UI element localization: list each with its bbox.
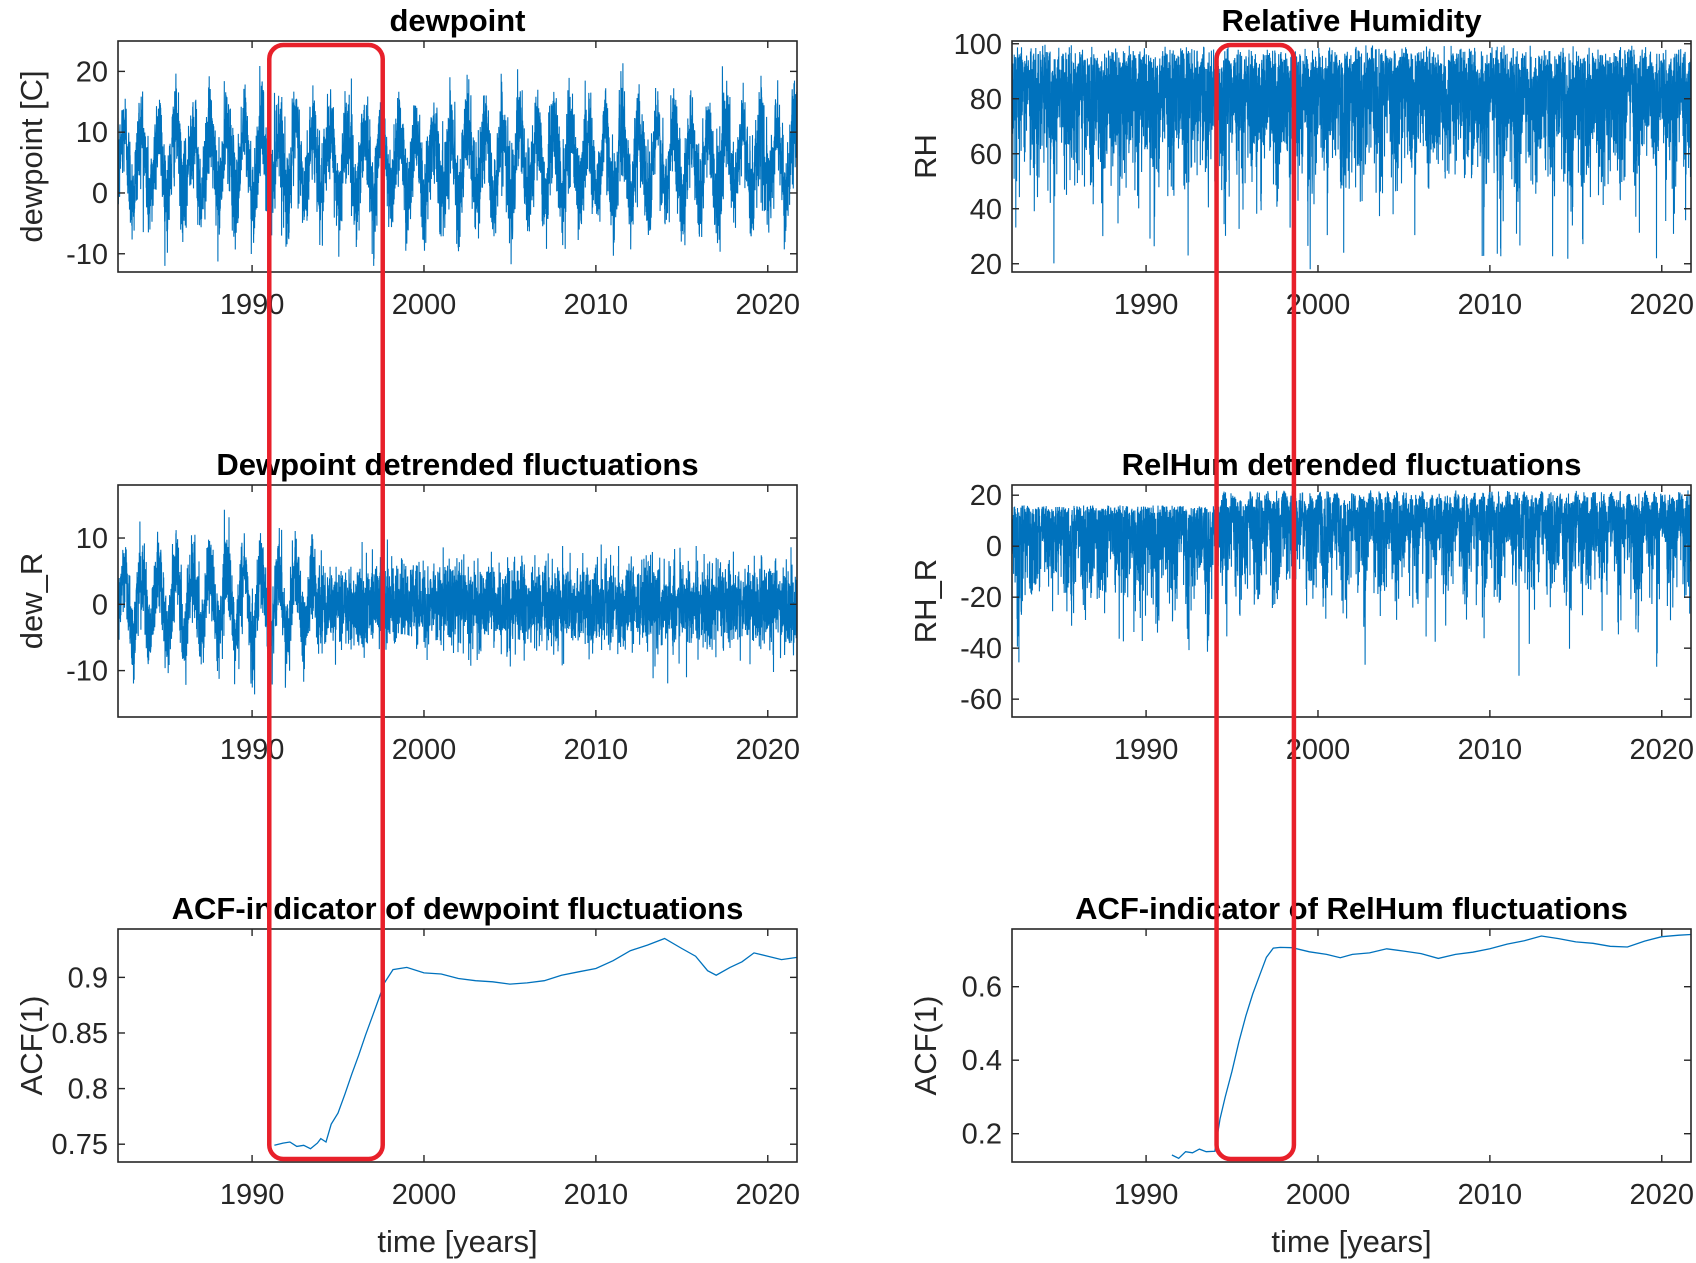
x-tick-label: 2000 [392,734,457,766]
x-tick-label: 1990 [220,1179,285,1211]
x-tick-label: 2010 [1458,734,1523,766]
x-tick-label: 2010 [1458,289,1523,321]
panel-title: Dewpoint detrended fluctuations [216,447,698,482]
panel-title: dewpoint [389,3,525,38]
y-axis-label: dew_R [14,553,49,650]
y-axis-label: ACF(1) [908,996,943,1096]
series-line-relative-humidity [1012,44,1691,270]
y-tick-label: 0 [986,531,1002,563]
x-tick-label: 1990 [220,734,285,766]
y-tick-label: 100 [954,29,1002,61]
y-axis-label: ACF(1) [14,996,49,1096]
y-axis-label: RH [908,134,943,179]
x-tick-label: 1990 [1114,1179,1179,1211]
x-axis-label: time [years] [1271,1224,1431,1259]
y-tick-label: 0.75 [52,1129,108,1161]
y-tick-label: 20 [970,480,1002,512]
relhum-transition-window [1214,42,1297,1162]
y-tick-label: 80 [970,84,1002,116]
panel-title: ACF-indicator of dewpoint fluctuations [172,891,744,926]
y-tick-label: -40 [960,633,1002,665]
axes-box [1011,484,1692,718]
x-tick-label: 2020 [1630,289,1695,321]
axes-box [1011,40,1692,273]
x-tick-label: 2000 [392,289,457,321]
y-tick-label: 20 [970,249,1002,281]
x-tick-label: 2000 [392,1179,457,1211]
x-tick-label: 1990 [1114,734,1179,766]
series-line-acf-relhum [1171,933,1691,1160]
y-tick-label: 0.2 [962,1119,1002,1151]
y-tick-label: 0.4 [962,1045,1002,1077]
series-line-dewpoint-detrended [118,509,797,695]
x-tick-label: 2000 [1286,289,1351,321]
x-tick-label: 2010 [564,734,629,766]
y-tick-label: 0.8 [68,1074,108,1106]
axes-box [117,928,798,1163]
panel-acf-relhum: 1990 2000 2010 2020 0.2 0.4 0.6 ACF-indicator o… [908,891,1694,1259]
panel-relhum-detrended: 1990 2000 2010 2020 -60 -40 -20 0 20 RelHum detre… [908,447,1694,766]
y-axis-label: dewpoint [C] [14,70,49,242]
panel-acf-dewpoint: 1990 2000 2010 2020 0.75 0.8 0.85 0.9 ACF-indica… [14,891,800,1259]
panel-title: Relative Humidity [1221,3,1482,38]
x-tick-label: 1990 [220,289,285,321]
axes-box [117,40,798,273]
x-tick-label: 2020 [1630,1179,1695,1211]
y-tick-label: 0.6 [962,972,1002,1004]
dewpoint-transition-window [267,42,385,1162]
x-axis-label: time [years] [377,1224,537,1259]
panel-dewpoint: 1990 2000 2010 2020 -10 0 10 20 dewpoint dewpoint… [14,3,800,321]
x-tick-label: 2020 [736,289,801,321]
panel-title: ACF-indicator of RelHum fluctuations [1075,891,1628,926]
series-line-acf-dewpoint [274,937,797,1150]
y-tick-label: -60 [960,684,1002,716]
panel-title: RelHum detrended fluctuations [1122,447,1582,482]
y-tick-label: 0.9 [68,962,108,994]
y-tick-label: 0.85 [52,1018,108,1050]
x-tick-label: 2010 [1458,1179,1523,1211]
y-tick-label: 40 [970,194,1002,226]
y-tick-label: 0 [92,589,108,621]
x-tick-label: 2010 [564,1179,629,1211]
y-tick-label: -10 [66,239,108,271]
y-tick-label: 20 [76,56,108,88]
x-tick-label: 1990 [1114,289,1179,321]
series-line-relhum-detrended [1012,490,1691,676]
x-tick-label: 2020 [736,734,801,766]
x-tick-label: 2010 [564,289,629,321]
series-line-dewpoint [118,63,797,266]
y-tick-label: -10 [66,656,108,688]
x-tick-label: 2000 [1286,734,1351,766]
y-tick-label: -20 [960,582,1002,614]
y-axis-label: RH_R [908,559,943,643]
x-tick-label: 2020 [1630,734,1695,766]
x-tick-label: 2000 [1286,1179,1351,1211]
y-tick-label: 10 [76,117,108,149]
x-tick-label: 2020 [736,1179,801,1211]
panel-dewpoint-detrended: 1990 2000 2010 2020 -10 0 10 Dewpoint detrended… [14,447,800,766]
axes-box [1011,928,1692,1163]
axes-box [117,484,798,718]
y-tick-label: 10 [76,523,108,555]
y-tick-label: 60 [970,139,1002,171]
y-tick-label: 0 [92,178,108,210]
